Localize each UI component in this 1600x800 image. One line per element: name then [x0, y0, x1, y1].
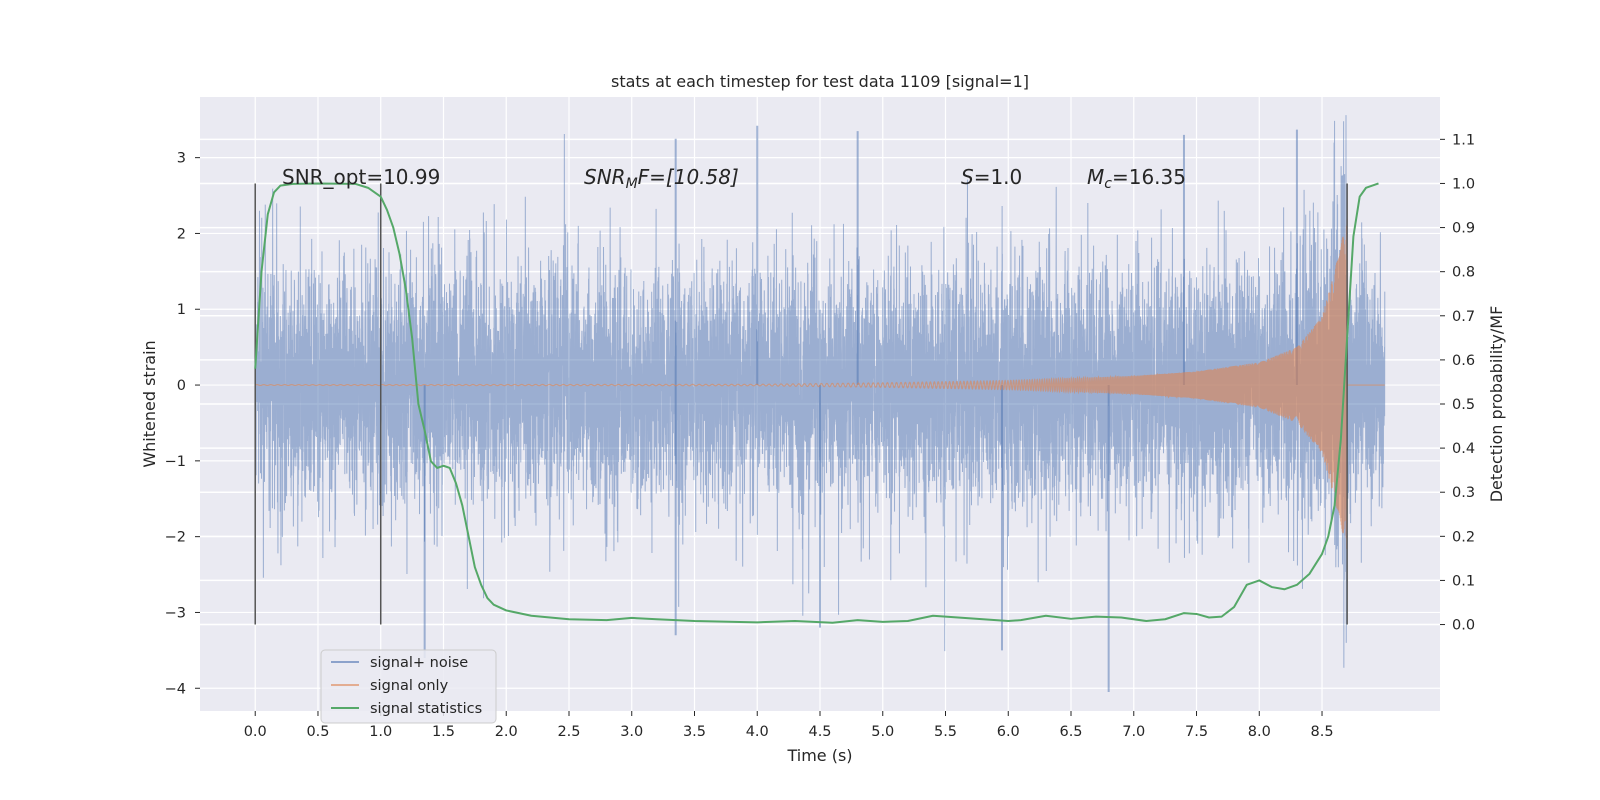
annotation-s-value: =1.0 — [974, 165, 1023, 189]
x-tick-label: 5.5 — [934, 724, 957, 740]
y-tick-label: −4 — [165, 681, 186, 697]
x-tick-label: 8.0 — [1248, 724, 1271, 740]
x-tick-label: 3.0 — [620, 724, 643, 740]
legend-label-signal-plus-noise: signal+ noise — [370, 655, 468, 671]
x-tick-label: 0.0 — [244, 724, 267, 740]
x-tick-label: 7.5 — [1185, 724, 1208, 740]
y-tick-label: −2 — [165, 530, 186, 546]
y2-tick-label: 0.5 — [1452, 397, 1475, 413]
line-signal-statistics — [254, 182, 1379, 624]
annotation-mc-symbol: M — [1087, 165, 1104, 189]
y-tick-label: 2 — [177, 226, 186, 242]
y2-tick-label: 0.3 — [1452, 485, 1475, 501]
y-tick-label: 0 — [177, 378, 186, 394]
y-tick-labels: 3 2 1 0 −1 −2 −3 −4 — [165, 151, 200, 697]
x-tick-label: 1.5 — [432, 724, 455, 740]
y2-axis-label: Detection probability/MF — [1487, 306, 1506, 503]
x-tick-label: 6.0 — [997, 724, 1020, 740]
annotation-s-symbol: S — [961, 165, 974, 189]
legend-box — [320, 649, 497, 724]
y-axis-label: Whitened strain — [140, 340, 159, 467]
annotation-s: S=1.0 — [961, 165, 1022, 189]
annotation-snr-mf-subscript: M — [626, 176, 638, 192]
x-tick-label: 8.5 — [1310, 724, 1333, 740]
x-axis-label: Time (s) — [786, 746, 852, 765]
y2-tick-label: 0.9 — [1452, 221, 1475, 237]
annotation-snr-mf: SNRMF=[10.58] — [584, 165, 739, 192]
x-tick-label: 0.5 — [306, 724, 329, 740]
y2-tick-label: 0.7 — [1452, 309, 1475, 325]
x-tick-label: 3.5 — [683, 724, 706, 740]
spikes-signal-plus-noise — [423, 125, 1298, 693]
y2-tick-label: 0.6 — [1452, 353, 1475, 369]
x-tick-label: 4.5 — [808, 724, 831, 740]
y-tick-label: 1 — [177, 302, 186, 318]
y2-tick-label: 1.1 — [1452, 132, 1475, 148]
series-signal-plus-noise — [254, 115, 1386, 693]
y2-tick-label: 1.0 — [1452, 176, 1475, 192]
y-tick-label: 3 — [177, 151, 186, 167]
legend-label-signal-statistics: signal statistics — [370, 701, 482, 717]
legend-label-signal-only: signal only — [370, 678, 449, 694]
annotation-snr-opt: SNR_opt=10.99 — [282, 165, 440, 189]
y2-tick-labels: 0.0 0.1 0.2 0.3 0.4 0.5 0.6 0.7 0.8 0.9 1.0 1.1 — [1440, 132, 1475, 634]
series-signal-statistics — [254, 182, 1379, 624]
y-tick-label: −3 — [165, 605, 186, 621]
x-tick-label: 2.5 — [557, 724, 580, 740]
x-tick-label: 1.0 — [369, 724, 392, 740]
x-tick-label: 5.0 — [871, 724, 894, 740]
y2-tick-label: 0.4 — [1452, 441, 1475, 457]
x-tick-label: 6.5 — [1059, 724, 1082, 740]
annotation-snr-mf-f: F=[10.58] — [638, 165, 739, 189]
vertical-markers — [254, 183, 1348, 625]
y2-tick-label: 0.8 — [1452, 265, 1475, 281]
annotation-mc-subscript: c — [1104, 176, 1112, 192]
legend: signal+ noise signal only signal statist… — [320, 649, 497, 724]
y2-tick-label: 0.2 — [1452, 529, 1475, 545]
x-tick-label: 7.0 — [1122, 724, 1145, 740]
line-signal-only — [255, 218, 1385, 550]
x-tick-label: 2.0 — [495, 724, 518, 740]
annotation-mc: Mc=16.35 — [1087, 165, 1186, 192]
y-tick-label: −1 — [165, 454, 186, 470]
annotation-snr-mf-symbol: SNR — [584, 165, 626, 189]
x-tick-label: 4.0 — [746, 724, 769, 740]
y2-tick-label: 0.0 — [1452, 618, 1475, 634]
y2-tick-label: 0.1 — [1452, 573, 1475, 589]
series-signal-only — [255, 218, 1385, 550]
x-tick-labels: 0.0 0.5 1.0 1.5 2.0 2.5 3.0 3.5 4.0 4.5 5.0 5.5 6.0 6… — [244, 711, 1334, 740]
annotation-mc-value: =16.35 — [1112, 165, 1186, 189]
chart-title: stats at each timestep for test data 110… — [611, 72, 1029, 91]
